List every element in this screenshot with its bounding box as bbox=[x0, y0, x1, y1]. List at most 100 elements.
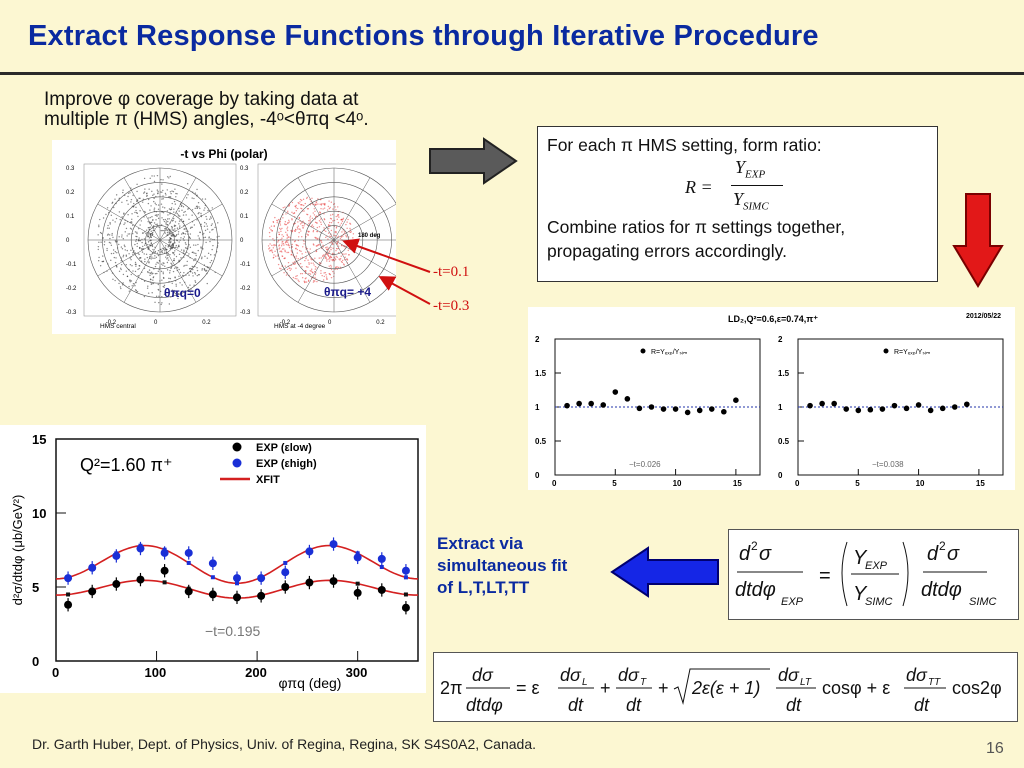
xs-point-high bbox=[329, 540, 338, 549]
footer-text: Dr. Garth Huber, Dept. of Physics, Univ.… bbox=[32, 736, 536, 752]
svg-text:dσ: dσ bbox=[618, 665, 640, 685]
xs-point-low bbox=[112, 580, 121, 589]
ratio-legend: R=Yₑₓₚ/Yₛᵢₘ bbox=[894, 349, 930, 356]
polar-left-caption: HMS central bbox=[100, 323, 136, 330]
ratio-ytick: 1.5 bbox=[535, 369, 547, 378]
ratio-point bbox=[624, 396, 631, 402]
ratio-xtick: 10 bbox=[916, 479, 925, 488]
polar-xtick: 0.2 bbox=[376, 320, 385, 326]
polar-ytick: 0.3 bbox=[240, 166, 249, 172]
ratio-line-1: For each π HMS setting, form ratio: bbox=[547, 135, 822, 155]
arrow-to-outer-ring bbox=[378, 276, 431, 305]
ratio-formula-numerator: YEXP bbox=[735, 157, 766, 181]
polar-angle-label: 180 deg bbox=[358, 233, 381, 239]
polar-plot-background bbox=[52, 140, 396, 334]
ratio-point bbox=[939, 405, 946, 412]
xs-point-high bbox=[88, 563, 97, 572]
svg-text:+: + bbox=[658, 678, 669, 698]
legend-marker-low bbox=[232, 442, 242, 452]
ratio-xtick: 0 bbox=[795, 479, 800, 488]
ratio-formula-lhs: R = bbox=[685, 177, 713, 197]
annotation-inner: -t=0.1 bbox=[433, 264, 470, 280]
ratio-point bbox=[855, 407, 862, 414]
ratio-point bbox=[660, 406, 667, 412]
xs-point-high bbox=[257, 574, 266, 583]
svg-text:EXP: EXP bbox=[781, 596, 804, 608]
xs-ytick: 0 bbox=[32, 654, 39, 669]
polar-right-caption: HMS at -4 degree bbox=[274, 323, 326, 330]
svg-text:Y: Y bbox=[853, 583, 868, 605]
xs-point-high bbox=[401, 566, 410, 575]
ratio-ytick: 2 bbox=[535, 335, 540, 344]
svg-text:+: + bbox=[600, 678, 611, 698]
xs-xtick: 0 bbox=[52, 665, 59, 680]
svg-text:dtdφ: dtdφ bbox=[735, 579, 776, 601]
ratio-point bbox=[733, 397, 739, 403]
ratio-point bbox=[915, 402, 922, 408]
intro-line-2: multiple π (HMS) angles, -4ᵒ<θπq <4ᵒ. bbox=[44, 109, 369, 130]
extract-line-1: Extract via bbox=[437, 534, 523, 553]
ratio-point bbox=[721, 408, 727, 415]
ratio-point bbox=[807, 402, 813, 409]
ratio-point bbox=[684, 409, 691, 416]
xs-xtick: 300 bbox=[346, 665, 368, 680]
ratio-xtick: 15 bbox=[976, 479, 985, 488]
ratio-ytick: 1 bbox=[778, 403, 783, 412]
svg-text:SIMC: SIMC bbox=[865, 596, 893, 608]
svg-text:dt: dt bbox=[786, 695, 802, 715]
polar-plot: -t vs Phi (polar) 0.3 0.2 0.1 0 -0.1 -0.2 -0.3… bbox=[52, 140, 396, 334]
ratio-point bbox=[600, 402, 607, 408]
polar-ytick: 0.1 bbox=[240, 214, 249, 220]
xs-axes: 15 10 5 00 100 200 300 bbox=[32, 432, 367, 680]
xs-point-high bbox=[208, 559, 217, 568]
ratio-plot-header: LD₂,Q²=0.6,ε=0.74,π⁺ bbox=[728, 314, 818, 324]
xs-data-points bbox=[64, 537, 410, 615]
extract-line-3: of L,T,LT,TT bbox=[437, 578, 530, 597]
polar-panel-left: 0.3 0.2 0.1 0 -0.1 -0.2 -0.3 -0.2 0 0.2 bbox=[66, 163, 237, 326]
ratio-panel-right: 2 1.5 1 0.5 0 0 5 10 15 R=Yₑₓₚ/Yₛᵢₘ −t=0.038 bbox=[778, 335, 1004, 488]
ratio-point bbox=[903, 405, 910, 412]
ratio-description-box: For each π HMS setting, form ratio: R = … bbox=[537, 126, 938, 282]
xs-ytick: 10 bbox=[32, 506, 46, 521]
intro-text: Improve φ coverage by taking data at mul… bbox=[44, 90, 444, 130]
xs-point-high bbox=[136, 544, 145, 553]
xs-point-low bbox=[257, 591, 266, 600]
ratio-ytick: 1.5 bbox=[778, 369, 790, 378]
svg-text:= ε: = ε bbox=[516, 678, 540, 698]
title-divider bbox=[0, 72, 1024, 75]
ratio-point bbox=[831, 400, 837, 407]
ratio-point bbox=[588, 400, 594, 407]
intro-line-1: Improve φ coverage by taking data at bbox=[44, 89, 359, 110]
xs-xtick: 200 bbox=[245, 665, 267, 680]
xs-point-low bbox=[401, 603, 410, 612]
ratio-xtick: 10 bbox=[673, 479, 682, 488]
xs-ytick: 5 bbox=[32, 580, 39, 595]
xs-point-high bbox=[353, 553, 362, 562]
svg-text:d: d bbox=[739, 543, 751, 565]
polar-right-label: θπq= +4 bbox=[324, 285, 371, 299]
svg-text:dt: dt bbox=[626, 695, 642, 715]
xs-legend: EXP (εlow) EXP (εhigh) XFIT bbox=[220, 442, 317, 486]
polar-ytick: 0.2 bbox=[240, 190, 249, 196]
svg-text:dt: dt bbox=[914, 695, 930, 715]
ratio-ytick: 2 bbox=[778, 335, 783, 344]
red-arrow-down bbox=[952, 193, 1004, 288]
ratio-point bbox=[843, 406, 850, 412]
xs-point-high bbox=[233, 574, 241, 583]
xs-point-high bbox=[184, 548, 193, 557]
arrow-to-inner-ring bbox=[342, 238, 431, 273]
xs-point-high bbox=[112, 551, 121, 560]
svg-text:σ: σ bbox=[759, 543, 772, 565]
xs-point-low bbox=[233, 593, 241, 602]
legend-marker-high bbox=[232, 458, 242, 468]
ratio-t-label: −t=0.026 bbox=[629, 460, 661, 469]
ratio-formula: R = YEXP YSIMC bbox=[547, 157, 928, 215]
polar-xtick: 0.2 bbox=[202, 320, 211, 326]
svg-text:TT: TT bbox=[928, 677, 941, 688]
xs-point-low bbox=[208, 590, 217, 599]
xs-point-high bbox=[377, 554, 386, 563]
polar-left-label: θπq=0 bbox=[164, 286, 201, 300]
ratio-xtick: 15 bbox=[733, 479, 742, 488]
